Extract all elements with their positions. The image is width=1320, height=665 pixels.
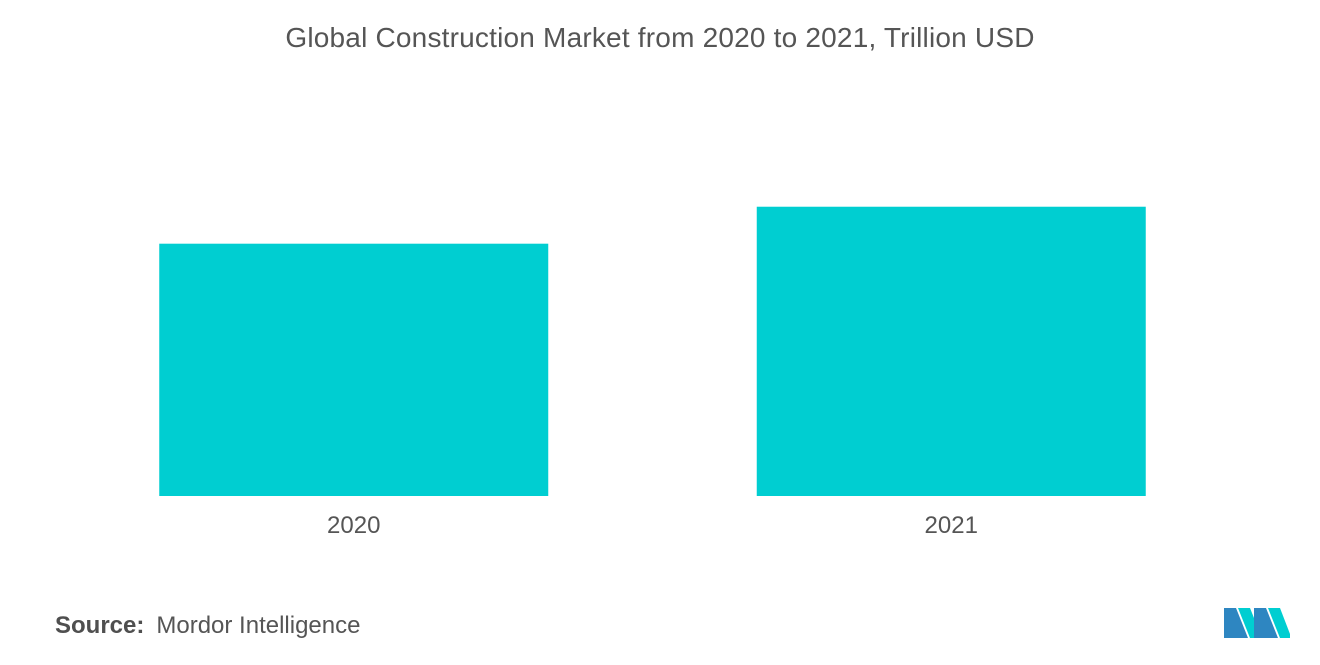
x-tick-label-2021: 2021: [925, 512, 978, 539]
bar-2020: [159, 243, 549, 496]
source-note: Source: Mordor Intelligence: [55, 612, 360, 640]
chart-title: Global Construction Market from 2020 to …: [285, 22, 1035, 53]
bar-2021: [756, 206, 1146, 496]
x-tick-label-2020: 2020: [327, 512, 380, 539]
mordor-intelligence-logo-icon: [1224, 608, 1290, 638]
source-label: Source:: [55, 612, 145, 639]
x-axis-labels: 2020 2021: [327, 512, 978, 539]
source-value: Mordor Intelligence: [156, 612, 361, 639]
bars-layer: [159, 206, 1146, 496]
